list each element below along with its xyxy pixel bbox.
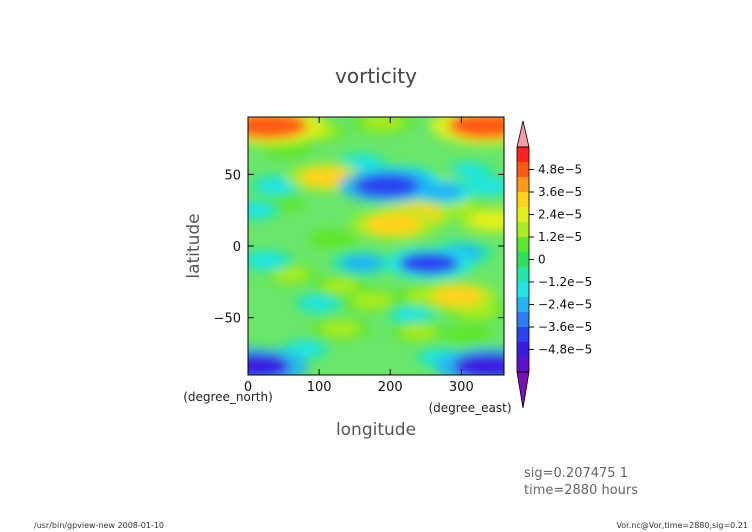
- colorbar-segment: [517, 147, 529, 163]
- x-tick-label: 300: [449, 380, 474, 395]
- y-tick-label: −50: [214, 312, 241, 327]
- colorbar-tick-label: 1.2e−5: [538, 230, 582, 244]
- vorticity-minimum: [248, 353, 291, 375]
- vorticity-minimum: [394, 307, 429, 322]
- colorbar-segment: [517, 312, 529, 328]
- vorticity-minimum: [399, 252, 460, 274]
- vorticity-maximum: [451, 327, 486, 342]
- vorticity-field: [248, 117, 504, 375]
- x-tick-label: 200: [378, 380, 403, 395]
- colorbar-segment: [517, 297, 529, 313]
- x-axis-label: longitude: [336, 420, 416, 440]
- colorbar-segment: [517, 267, 529, 283]
- x-units: (degree_east): [428, 401, 511, 415]
- colorbar-segment: [517, 237, 529, 253]
- vorticity-maximum: [364, 213, 424, 236]
- vorticity-maximum: [320, 321, 361, 338]
- vorticity-minimum: [340, 255, 383, 272]
- colorbar-segment: [517, 207, 529, 223]
- colorbar-segment: [517, 177, 529, 193]
- colorbar-segment: [517, 252, 529, 268]
- y-axis: 50 0 −50: [214, 168, 504, 327]
- vorticity-maximum: [248, 117, 307, 139]
- vorticity-maximum: [322, 278, 359, 294]
- colorbar-tick-label: 4.8e−5: [538, 163, 582, 177]
- y-tick-label: 50: [224, 168, 241, 183]
- colorbar-tick-label: 0: [538, 253, 546, 267]
- colorbar-segment: [517, 192, 529, 208]
- vorticity-minimum: [248, 203, 272, 218]
- vorticity-maximum: [316, 231, 350, 246]
- colorbar-under-triangle: [516, 371, 530, 409]
- colorbar-tick-label: −2.4e−5: [538, 298, 592, 312]
- plot-area: 0 100 200 300 50 0 −50: [214, 116, 505, 395]
- colorbar-segment: [517, 342, 529, 358]
- vorticity-minimum: [288, 342, 322, 357]
- footer-right: Vor.nc@Vor,time=2880,sig=0.21: [616, 521, 748, 530]
- vorticity-minimum: [302, 296, 336, 311]
- y-axis-label: latitude: [184, 213, 204, 278]
- colorbar-over-triangle: [516, 120, 530, 148]
- colorbar-tick-label: −4.8e−5: [538, 343, 592, 357]
- vorticity-maximum: [362, 117, 405, 131]
- info-sig: sig=0.207475 1: [524, 466, 628, 481]
- colorbar-tick-label: 3.6e−5: [538, 185, 582, 199]
- chart-title: vorticity: [335, 64, 417, 88]
- vorticity-minimum: [248, 252, 285, 268]
- vorticity-maximum: [448, 117, 504, 139]
- vorticity-maximum: [270, 141, 304, 156]
- y-tick-label: 0: [233, 240, 241, 255]
- colorbar: 4.8e−5 3.6e−5 2.4e−5 1.2e−5 0 −1.2e−5 −2.4e−5 −…: [516, 120, 592, 409]
- vorticity-maximum: [400, 324, 437, 340]
- info-time: time=2880 hours: [524, 483, 638, 498]
- vorticity-maximum: [299, 167, 353, 187]
- x-tick-label: 100: [307, 380, 332, 395]
- y-units: (degree_north): [183, 390, 273, 404]
- colorbar-segment: [517, 222, 529, 238]
- vorticity-minimum: [354, 174, 419, 198]
- colorbar-tick-label: −1.2e−5: [538, 275, 592, 289]
- vorticity-minimum: [258, 178, 295, 194]
- colorbar-segment: [517, 357, 529, 373]
- vorticity-maximum: [351, 292, 394, 309]
- x-axis: 0 100 200 300: [244, 117, 474, 395]
- colorbar-segment: [517, 282, 529, 298]
- vorticity-maximum: [470, 211, 504, 230]
- colorbar-tick-label: 2.4e−5: [538, 208, 582, 222]
- footer-left: /usr/bin/gpview-new 2008-01-10: [34, 521, 164, 530]
- vorticity-minimum: [345, 155, 379, 170]
- colorbar-tick-label: −3.6e−5: [538, 320, 592, 334]
- colorbar-segment: [517, 162, 529, 178]
- vorticity-minimum: [471, 178, 504, 194]
- vorticity-minimum: [453, 353, 504, 375]
- vorticity-maximum: [272, 267, 309, 283]
- colorbar-segment: [517, 327, 529, 343]
- vorticity-maximum: [431, 286, 485, 306]
- x-tick-label: 0: [244, 380, 252, 395]
